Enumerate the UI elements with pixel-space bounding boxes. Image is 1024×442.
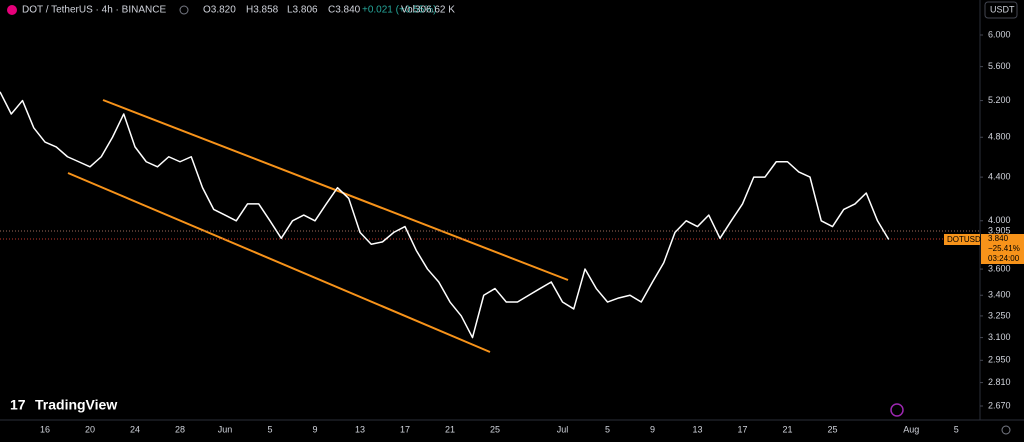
open: O3.820: [203, 5, 236, 16]
y-tick-label: 2.950: [988, 355, 1011, 365]
y-tick-label: 6.000: [988, 29, 1011, 39]
settings-icon[interactable]: [1001, 425, 1011, 435]
x-tick-label: 21: [782, 424, 792, 434]
x-tick-label: 17: [400, 424, 410, 434]
price-tag-price: 3.840: [988, 234, 1009, 243]
x-tick-label: 25: [827, 424, 837, 434]
y-tick-label: 5.200: [988, 95, 1011, 105]
y-tick-label: 4.000: [988, 215, 1011, 225]
y-tick-label: 4.800: [988, 132, 1011, 142]
x-tick-label: 13: [355, 424, 365, 434]
x-tick-label: 5: [605, 424, 610, 434]
x-tick-label: 17: [737, 424, 747, 434]
x-tick-label: 25: [490, 424, 500, 434]
price-line: [0, 91, 890, 339]
x-tick-label: 28: [175, 424, 185, 434]
symbol-tag: [944, 234, 980, 245]
price-tag: [981, 234, 1024, 264]
status-icon: [179, 5, 189, 15]
symbol-tag-label: DOTUSDT: [947, 235, 986, 244]
y-tick-label: 5.600: [988, 61, 1011, 71]
change: +0.021 (+0.55%): [362, 5, 437, 16]
close: C3.840: [328, 5, 361, 16]
y-tick-label: 3.100: [988, 332, 1011, 342]
level-label: 3.905: [988, 225, 1011, 235]
price-tag-change: −25.41%: [988, 244, 1020, 253]
level-tag: [981, 226, 1024, 236]
y-tick-label: 2.810: [988, 377, 1011, 387]
y-tick-label: 4.400: [988, 171, 1011, 181]
x-tick-label: 5: [267, 424, 272, 434]
price-tag-countdown: 03:24:00: [988, 254, 1020, 263]
x-tick-label: 9: [650, 424, 655, 434]
y-tick-label: 3.600: [988, 263, 1011, 273]
volume: Vol306.62 K: [401, 5, 455, 16]
x-tick-label: 21: [445, 424, 455, 434]
logo-mark: 17: [10, 397, 26, 413]
y-tick-label: 2.670: [988, 400, 1011, 410]
symbol-icon: [7, 5, 17, 15]
x-tick-label: 9: [312, 424, 317, 434]
x-tick-label: Jun: [218, 424, 233, 434]
high: H3.858: [246, 5, 279, 16]
x-tick-label: 16: [40, 424, 50, 434]
alert-icon[interactable]: [890, 403, 904, 417]
currency[interactable]: USDT: [990, 4, 1015, 14]
x-tick-label: Jul: [557, 424, 569, 434]
logo[interactable]: TradingView: [35, 397, 117, 413]
x-tick-label: 5: [954, 424, 959, 434]
y-tick-label: 3.400: [988, 290, 1011, 300]
x-tick-label: 20: [85, 424, 95, 434]
x-tick-label: 13: [692, 424, 702, 434]
channel-lower[interactable]: [67, 172, 491, 353]
symbol[interactable]: DOT / TetherUS · 4h · BINANCE: [22, 5, 166, 16]
x-tick-label: 24: [130, 424, 140, 434]
currency-button[interactable]: [984, 1, 1018, 19]
y-tick-label: 3.250: [988, 310, 1011, 320]
low: L3.806: [287, 5, 318, 16]
x-tick-label: Aug: [903, 424, 919, 434]
